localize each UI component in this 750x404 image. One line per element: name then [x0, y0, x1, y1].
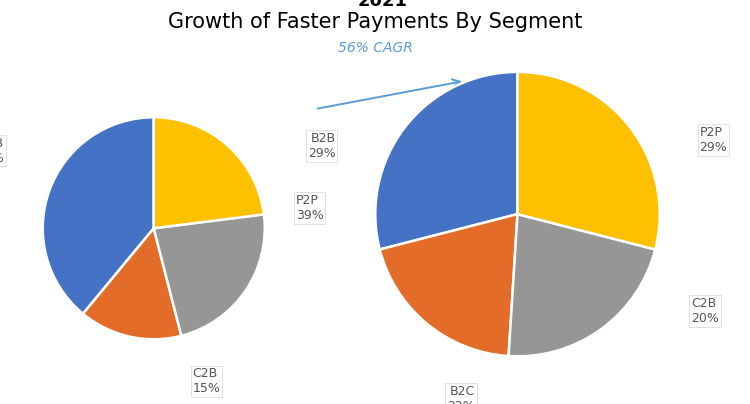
Text: 56% CAGR: 56% CAGR — [338, 42, 412, 55]
Text: P2P
29%: P2P 29% — [700, 126, 728, 154]
Text: C2B
15%: C2B 15% — [193, 368, 220, 396]
Text: B2B
29%: B2B 29% — [308, 132, 335, 160]
Text: P2P
39%: P2P 39% — [296, 194, 323, 222]
Wedge shape — [43, 117, 154, 314]
Wedge shape — [380, 214, 518, 356]
Wedge shape — [509, 214, 656, 356]
Text: Growth of Faster Payments By Segment: Growth of Faster Payments By Segment — [168, 12, 582, 32]
Wedge shape — [154, 117, 264, 228]
Wedge shape — [83, 228, 182, 339]
Text: C2B
20%: C2B 20% — [691, 297, 718, 325]
Text: B2C
22%: B2C 22% — [447, 385, 475, 404]
Wedge shape — [518, 72, 660, 250]
Wedge shape — [154, 215, 265, 336]
Text: 2021: 2021 — [358, 0, 407, 10]
Text: B2B
23%: B2B 23% — [0, 137, 4, 164]
Wedge shape — [375, 72, 518, 250]
